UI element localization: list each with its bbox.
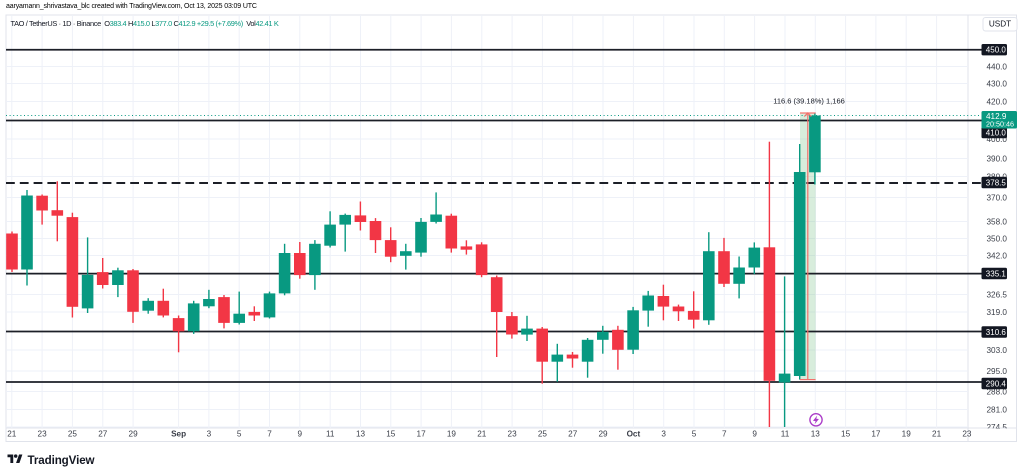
svg-text:400.0: 400.0 (987, 135, 1008, 144)
svg-text:9: 9 (298, 430, 303, 439)
svg-text:288.0: 288.0 (987, 388, 1008, 397)
svg-text:23: 23 (38, 430, 48, 439)
svg-text:25: 25 (538, 430, 548, 439)
svg-text:378.5: 378.5 (986, 179, 1007, 188)
svg-text:9: 9 (752, 430, 757, 439)
svg-text:15: 15 (841, 430, 851, 439)
svg-text:23: 23 (962, 430, 972, 439)
svg-text:21: 21 (477, 430, 487, 439)
svg-text:17: 17 (871, 430, 881, 439)
svg-text:17: 17 (417, 430, 427, 439)
svg-text:TradingView: TradingView (28, 454, 96, 467)
svg-text:20:50:46: 20:50:46 (986, 120, 1014, 129)
svg-text:5: 5 (692, 430, 697, 439)
svg-text:3: 3 (661, 430, 666, 439)
svg-text:319.0: 319.0 (987, 308, 1008, 317)
svg-text:290.4: 290.4 (986, 380, 1007, 389)
svg-text:370.0: 370.0 (987, 194, 1008, 203)
svg-text:3: 3 (207, 430, 212, 439)
svg-text:410.0: 410.0 (986, 129, 1007, 138)
svg-text:29: 29 (598, 430, 608, 439)
svg-text:27: 27 (568, 430, 578, 439)
svg-text:13: 13 (811, 430, 821, 439)
svg-text:310.6: 310.6 (986, 328, 1007, 337)
svg-text:7: 7 (267, 430, 272, 439)
svg-text:326.5: 326.5 (987, 291, 1008, 300)
svg-text:25: 25 (68, 430, 78, 439)
svg-text:358.0: 358.0 (987, 218, 1008, 227)
svg-text:295.0: 295.0 (987, 367, 1008, 376)
svg-text:274.5: 274.5 (987, 423, 1008, 432)
svg-text:430.0: 430.0 (987, 80, 1008, 89)
svg-text:13: 13 (356, 430, 366, 439)
svg-text:19: 19 (447, 430, 457, 439)
svg-text:USDT: USDT (989, 20, 1011, 29)
svg-text:15: 15 (386, 430, 396, 439)
svg-text:27: 27 (98, 430, 108, 439)
svg-text:Oct: Oct (627, 430, 641, 439)
svg-text:21: 21 (7, 430, 17, 439)
svg-text:281.0: 281.0 (987, 406, 1008, 415)
svg-text:335.1: 335.1 (986, 270, 1007, 279)
svg-text:440.0: 440.0 (987, 63, 1008, 72)
svg-text:21: 21 (932, 430, 942, 439)
svg-text:450.0: 450.0 (986, 46, 1007, 55)
svg-text:23: 23 (508, 430, 518, 439)
svg-text:11: 11 (781, 430, 790, 439)
svg-text:Sep: Sep (171, 430, 186, 439)
svg-text:420.0: 420.0 (987, 98, 1008, 107)
svg-text:11: 11 (326, 430, 335, 439)
svg-text:412.9: 412.9 (986, 112, 1007, 121)
svg-text:7: 7 (722, 430, 727, 439)
svg-text:350.0: 350.0 (987, 235, 1008, 244)
svg-text:19: 19 (902, 430, 912, 439)
svg-text:390.0: 390.0 (987, 155, 1008, 164)
svg-text:29: 29 (129, 430, 139, 439)
svg-text:116.6 (39.18%) 1,166: 116.6 (39.18%) 1,166 (773, 97, 845, 106)
svg-text:5: 5 (237, 430, 242, 439)
svg-text:342.0: 342.0 (987, 252, 1008, 261)
svg-text:303.0: 303.0 (987, 346, 1008, 355)
